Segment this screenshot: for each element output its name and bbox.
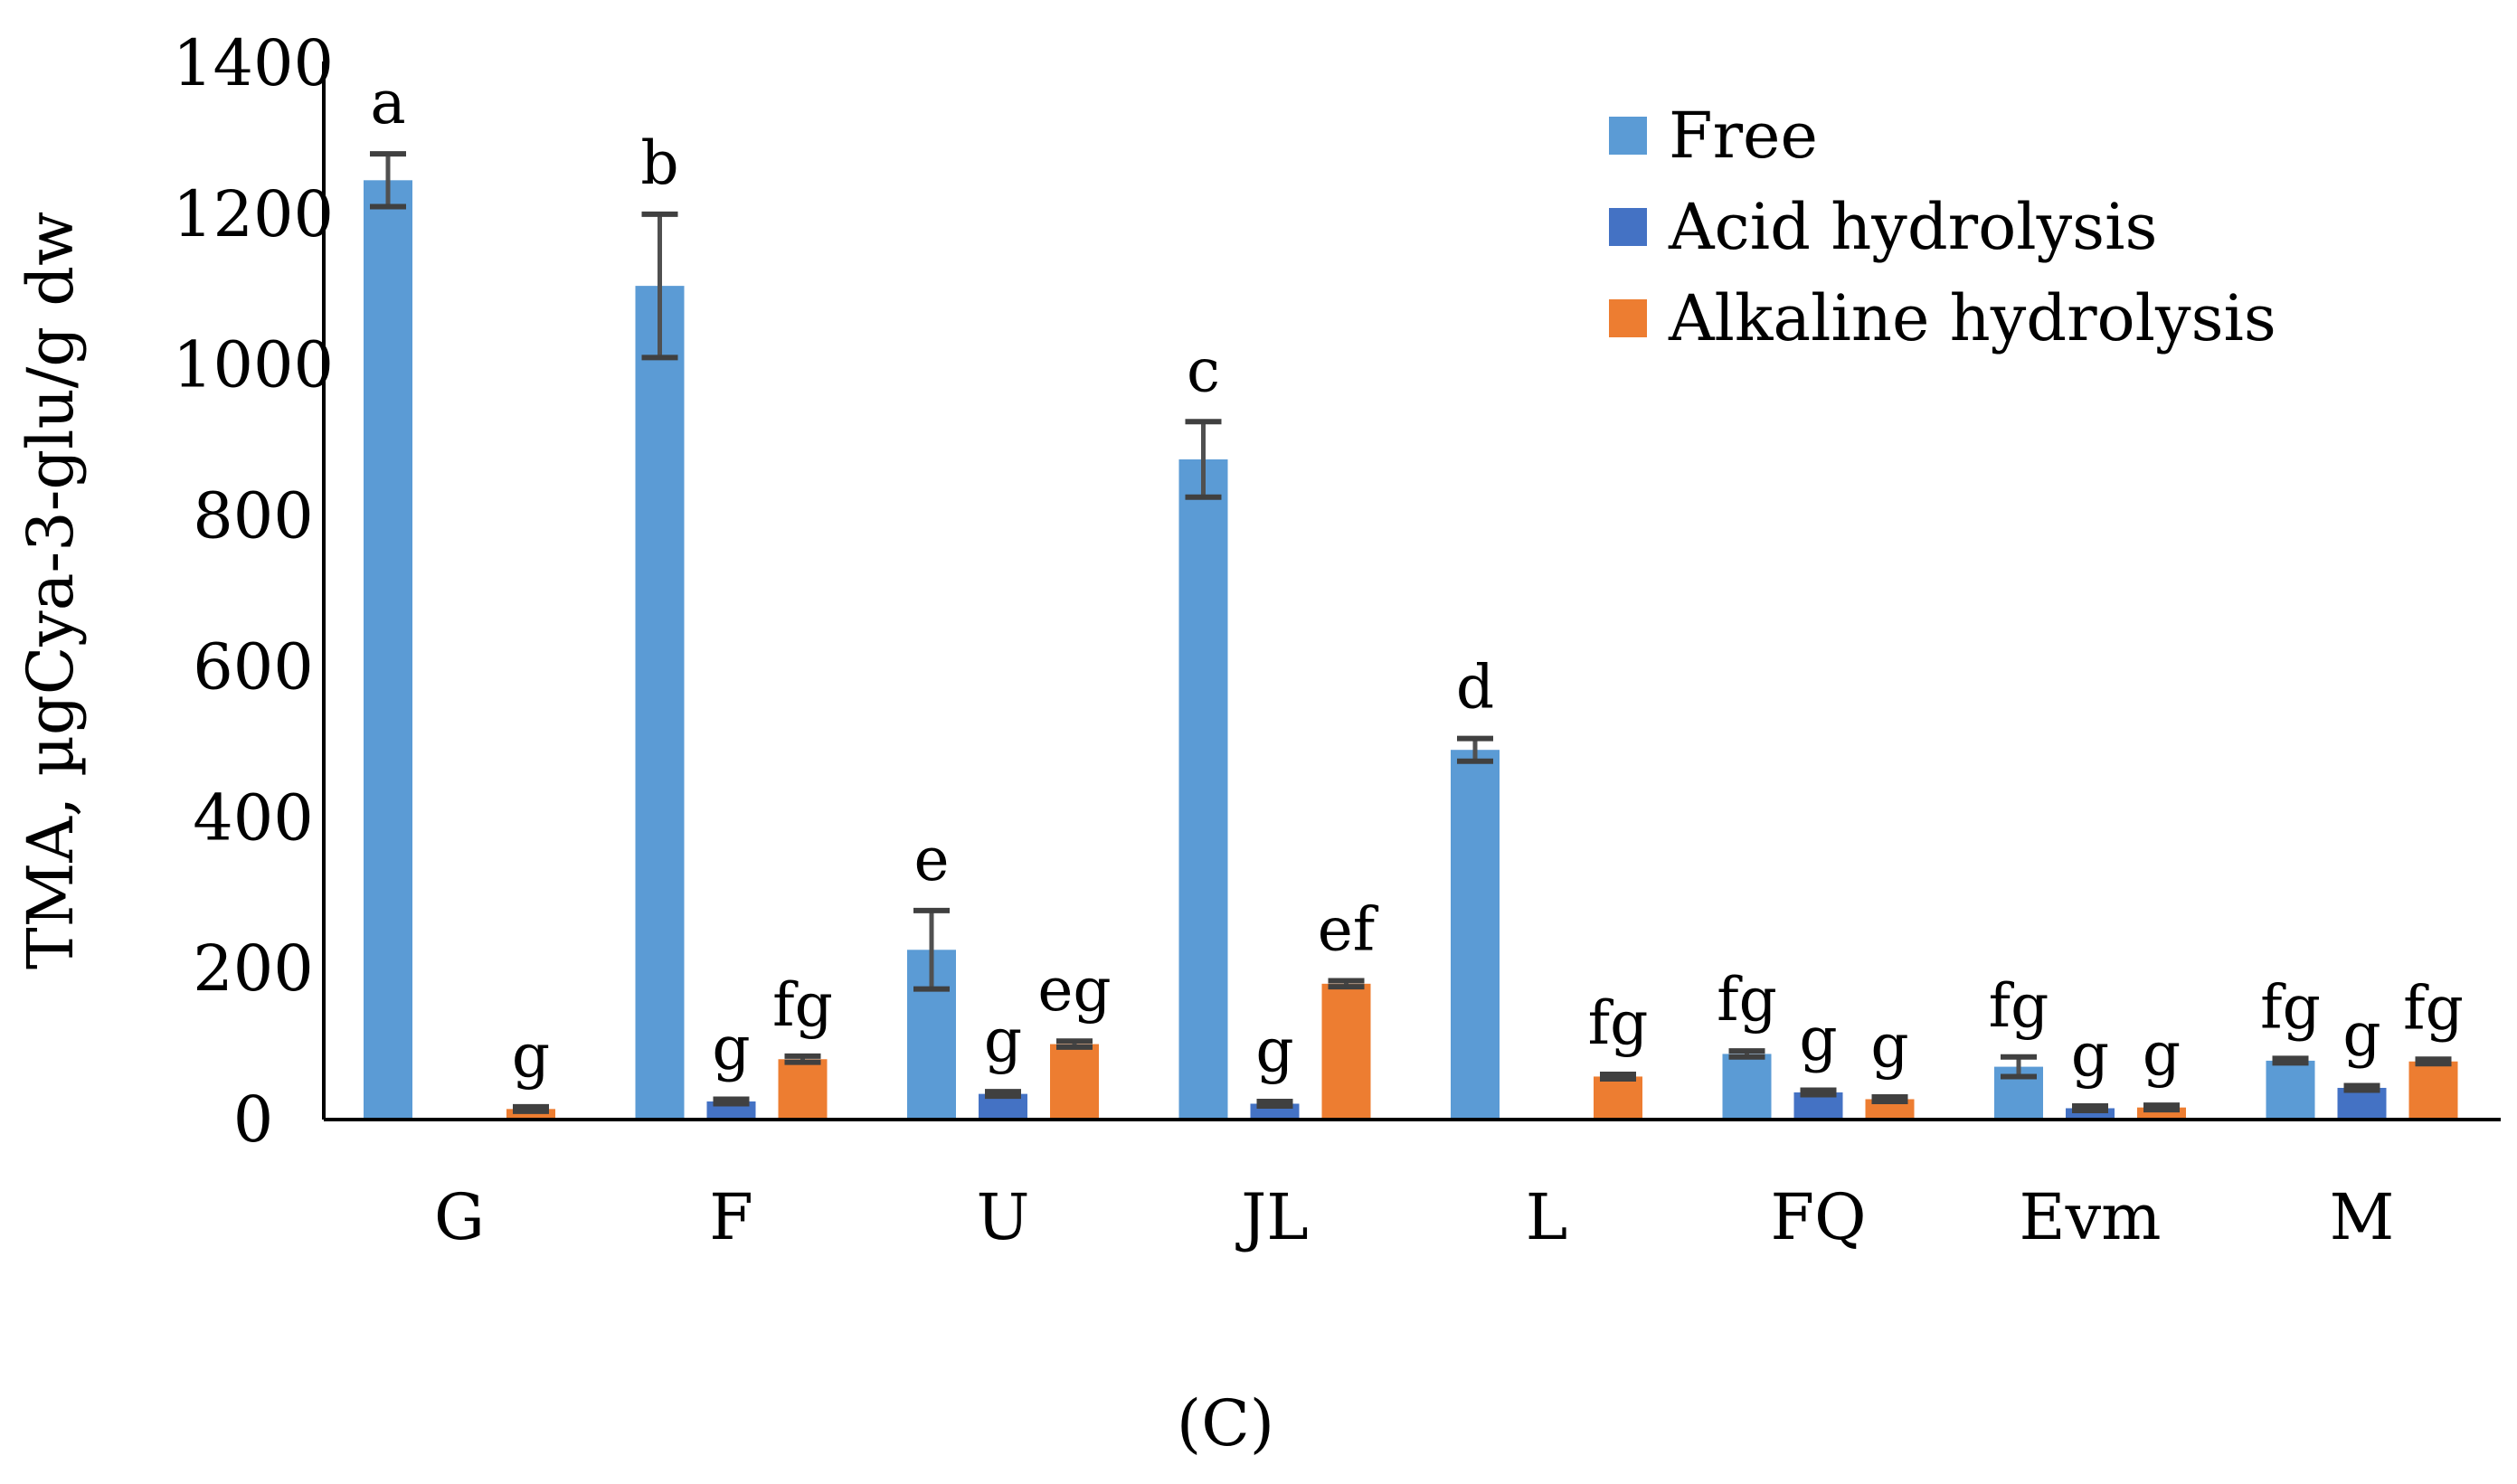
y-tick-label: 1200 bbox=[173, 177, 334, 251]
legend: Free Acid hydrolysis Alkaline hydrolysis bbox=[1609, 99, 2276, 355]
bar-alkaline-hydrolysis bbox=[1865, 1099, 1915, 1120]
error-bar bbox=[913, 907, 950, 992]
error-bar bbox=[1457, 735, 1493, 764]
error-bar bbox=[513, 1103, 549, 1114]
error-bar bbox=[1056, 1038, 1093, 1050]
bar-free bbox=[1178, 459, 1228, 1120]
error-bar bbox=[1600, 1071, 1636, 1082]
y-tick-label: 600 bbox=[193, 629, 314, 704]
legend-label: Free bbox=[1669, 99, 1818, 173]
error-bar bbox=[1800, 1087, 1837, 1098]
significance-label: e bbox=[913, 825, 949, 894]
bar-free bbox=[364, 180, 412, 1120]
error-bar bbox=[784, 1053, 821, 1065]
significance-label: g bbox=[2342, 999, 2380, 1069]
x-category-label: L bbox=[1526, 1180, 1567, 1254]
x-category-label: G bbox=[434, 1180, 485, 1254]
bar-free bbox=[635, 286, 685, 1120]
bar-alkaline-hydrolysis bbox=[1321, 983, 1371, 1120]
bar-alkaline-hydrolysis bbox=[1050, 1044, 1099, 1120]
significance-label: b bbox=[640, 128, 678, 198]
error-bar bbox=[2072, 1102, 2108, 1113]
panel-label: (C) bbox=[1177, 1386, 1274, 1460]
error-bar bbox=[1728, 1048, 1765, 1060]
significance-label: fg bbox=[2260, 972, 2321, 1042]
error-bar bbox=[2272, 1055, 2309, 1066]
bar-alkaline-hydrolysis bbox=[2408, 1061, 2458, 1120]
significance-label: g bbox=[2143, 1019, 2181, 1089]
bar-free bbox=[1451, 750, 1500, 1120]
x-category-label: JL bbox=[1235, 1180, 1309, 1254]
significance-label: g bbox=[512, 1021, 550, 1091]
y-tick-label: 1000 bbox=[173, 328, 334, 402]
x-category-label: U bbox=[977, 1180, 1030, 1254]
bar-free bbox=[2266, 1060, 2315, 1120]
y-tick-labels: 0 200 400 600 800 1000 1200 1400 bbox=[173, 26, 334, 1157]
x-category-labels: G F U JL L FQ Evm M bbox=[434, 1180, 2394, 1254]
significance-label: g bbox=[1255, 1016, 1293, 1085]
significance-label: g bbox=[2071, 1020, 2109, 1090]
significance-label: fg bbox=[1588, 988, 1649, 1058]
error-bars-layer bbox=[370, 151, 2452, 1114]
significance-label: eg bbox=[1037, 955, 1111, 1025]
significance-label: g bbox=[1870, 1011, 1908, 1081]
error-bar bbox=[1256, 1098, 1293, 1109]
legend-swatch bbox=[1609, 117, 1647, 155]
significance-label: g bbox=[1799, 1004, 1837, 1073]
error-bar bbox=[1871, 1093, 1908, 1104]
x-category-label: FQ bbox=[1771, 1180, 1867, 1254]
bar-alkaline-hydrolysis bbox=[778, 1059, 828, 1120]
significance-label: fg bbox=[1989, 971, 2049, 1041]
legend-swatch bbox=[1609, 299, 1647, 337]
bar-alkaline-hydrolysis bbox=[506, 1109, 555, 1120]
error-bar bbox=[1328, 978, 1365, 990]
bar-free bbox=[1722, 1054, 1772, 1120]
bar-acid-hydrolysis bbox=[2337, 1087, 2387, 1120]
error-bar bbox=[2415, 1056, 2452, 1067]
significance-label: c bbox=[1187, 336, 1220, 405]
significance-label: fg bbox=[772, 970, 833, 1040]
x-category-label: Evm bbox=[2019, 1180, 2161, 1254]
error-bar bbox=[2343, 1082, 2380, 1093]
bar-alkaline-hydrolysis bbox=[1594, 1076, 1642, 1120]
significance-label: d bbox=[1456, 653, 1494, 723]
y-tick-label: 200 bbox=[193, 931, 314, 1006]
error-bar bbox=[641, 211, 678, 361]
error-bar bbox=[2001, 1054, 2037, 1080]
x-category-label: F bbox=[709, 1180, 753, 1254]
error-bar bbox=[1185, 419, 1222, 500]
error-bar bbox=[2143, 1102, 2180, 1113]
significance-label: g bbox=[984, 1006, 1022, 1075]
y-tick-label: 1400 bbox=[173, 26, 334, 100]
significance-label: fg bbox=[1717, 965, 1777, 1035]
error-bar bbox=[985, 1089, 1021, 1100]
bars-layer bbox=[364, 180, 2458, 1120]
significance-label: a bbox=[370, 68, 405, 137]
y-tick-label: 400 bbox=[193, 780, 314, 855]
legend-label: Alkaline hydrolysis bbox=[1668, 281, 2276, 355]
legend-swatch bbox=[1609, 208, 1647, 246]
axes-layer bbox=[322, 61, 2501, 1121]
y-axis-title: TMA, µgCya-3-glu/g dw bbox=[14, 212, 88, 969]
significance-label: ef bbox=[1318, 894, 1379, 964]
y-tick-label: 0 bbox=[233, 1082, 274, 1157]
legend-label: Acid hydrolysis bbox=[1668, 190, 2157, 264]
error-bar bbox=[370, 151, 406, 210]
x-category-label: M bbox=[2330, 1180, 2395, 1254]
error-bar bbox=[713, 1096, 750, 1107]
significance-label: g bbox=[712, 1013, 750, 1082]
significance-label: fg bbox=[2403, 973, 2464, 1043]
y-tick-label: 800 bbox=[193, 479, 314, 553]
